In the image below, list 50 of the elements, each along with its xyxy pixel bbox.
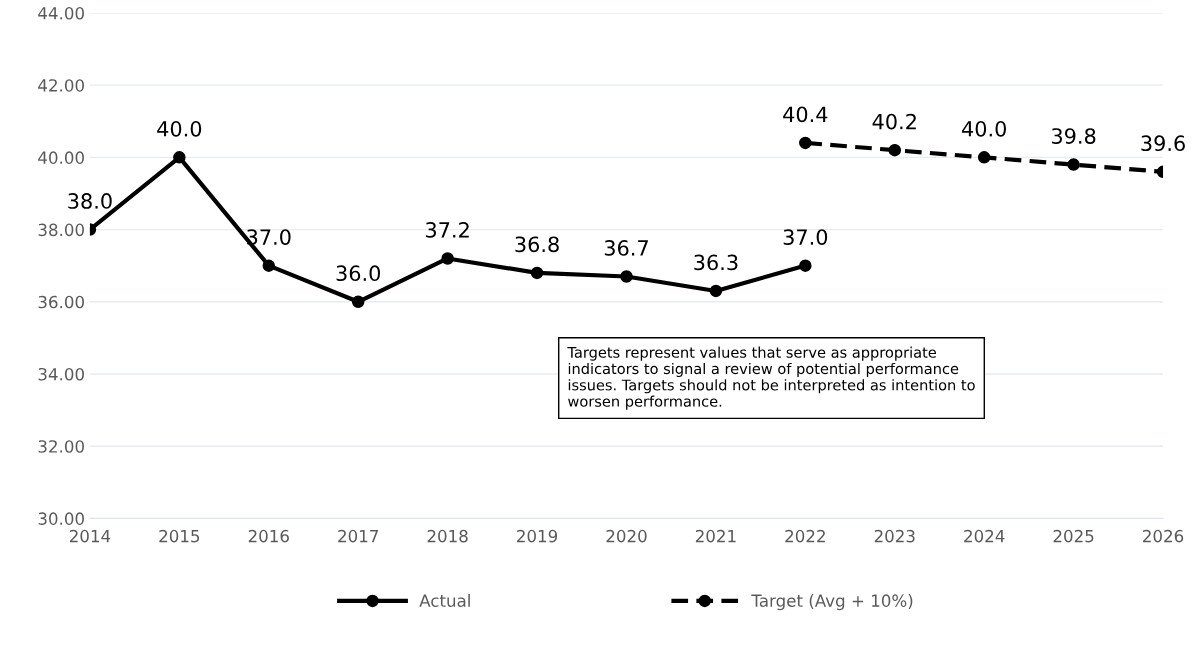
x-tick-label: 2016 [248, 529, 289, 543]
data-label: 40.2 [872, 113, 916, 130]
x-tick-label: 2020 [606, 529, 647, 543]
data-label: 40.0 [962, 120, 1006, 137]
legend-label: Target (Avg + 10%) [751, 594, 913, 611]
x-tick-label: 2019 [517, 529, 558, 543]
point [709, 284, 723, 298]
x-tick-label: 2021 [695, 529, 736, 543]
data-label: 37.0 [247, 229, 291, 245]
data-label: 40.4 [783, 106, 828, 123]
data-label: 37.2 [426, 222, 469, 238]
point [173, 151, 186, 164]
point [799, 259, 812, 272]
y-tick-label: 30.00 [38, 512, 84, 525]
x-tick-label: 2017 [338, 529, 378, 543]
x-tick-label: 2025 [1053, 529, 1094, 543]
x-tick-label: 2026 [1143, 529, 1184, 543]
point [530, 266, 544, 280]
data-label: 38.0 [68, 193, 112, 209]
y-tick-label: 42.00 [38, 79, 84, 92]
x-tick-label: 2018 [427, 529, 468, 543]
data-label: 39.6 [1141, 135, 1185, 152]
x-tick-label: 2024 [964, 529, 1005, 543]
data-label: 40.0 [157, 120, 202, 137]
data-label: 36.8 [515, 236, 559, 253]
y-tick-label: 32.00 [38, 440, 84, 453]
y-tick-label: 38.00 [38, 223, 84, 237]
point [1067, 158, 1080, 171]
x-tick-label: 2023 [874, 529, 915, 543]
point [620, 270, 633, 283]
point [888, 143, 902, 157]
legend-label: Actual [419, 594, 470, 607]
x-tick-label: 2014 [69, 529, 111, 543]
y-tick-label: 40.00 [38, 151, 84, 164]
point [262, 259, 276, 272]
x-tick-label: 2022 [785, 529, 825, 543]
data-label: 37.0 [783, 229, 828, 245]
point [441, 252, 454, 265]
y-tick-label: 44.00 [38, 6, 84, 20]
point [351, 295, 365, 309]
y-tick-label: 34.00 [38, 367, 84, 381]
y-tick-label: 36.00 [38, 295, 84, 309]
point [799, 136, 812, 150]
data-label: 36.0 [336, 265, 381, 282]
annotation: Targets represent values that serve as appropriate indicators to signal a review of potential performance issues. Targets should not be interpreted as intention to worsen performance. [567, 346, 975, 410]
x-tick-label: 2015 [159, 529, 200, 543]
point [977, 151, 991, 164]
data-label: 36.7 [604, 240, 648, 256]
data-label: 36.3 [694, 254, 738, 271]
data-label: 39.8 [1052, 128, 1096, 144]
